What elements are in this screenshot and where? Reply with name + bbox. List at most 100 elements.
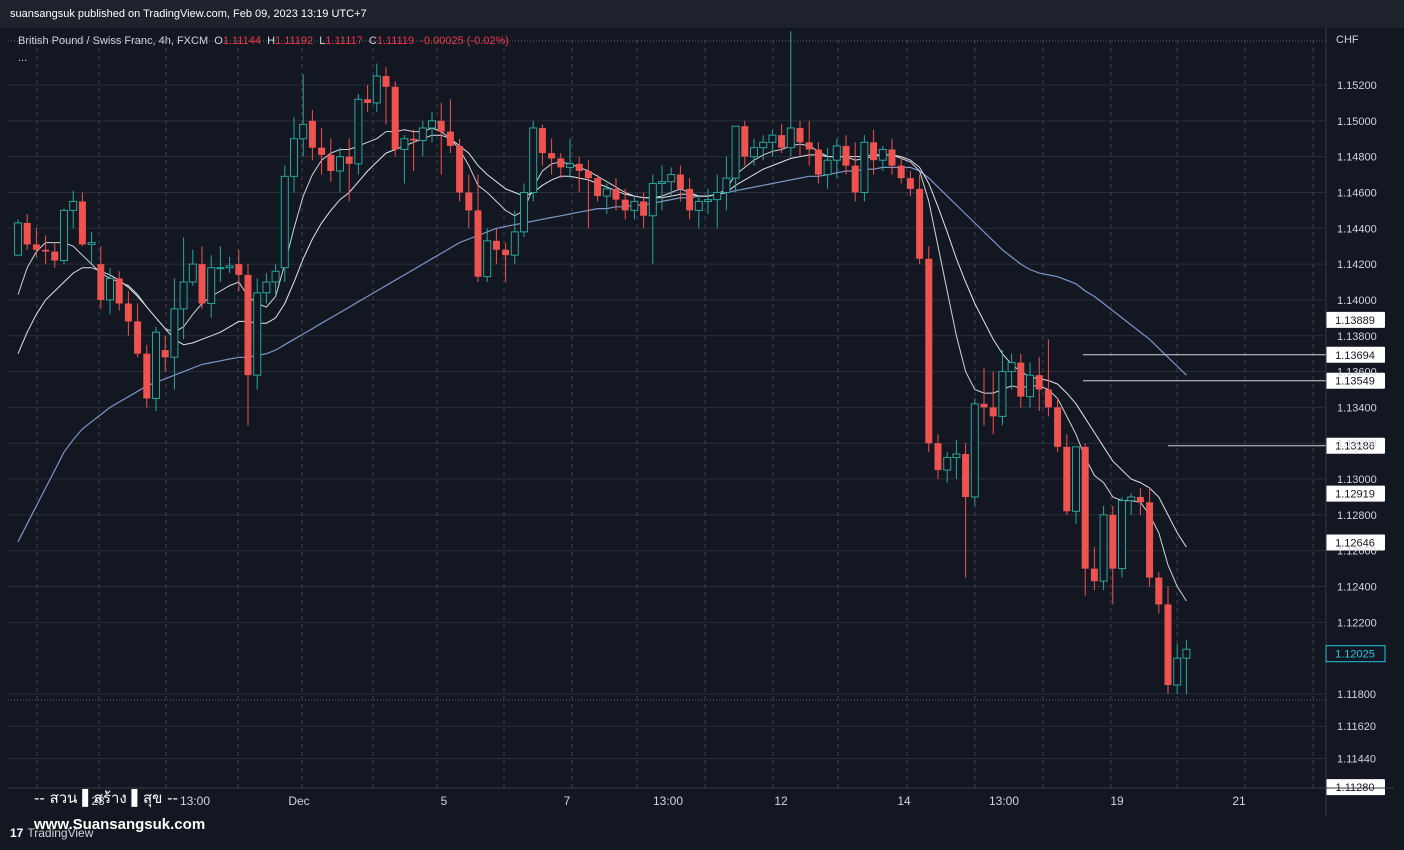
time-tick-label: 13:00 (653, 794, 683, 808)
candle-body-up (759, 141, 768, 149)
ma-mid-line (17, 134, 1187, 548)
candle-body-down (906, 178, 914, 189)
price-axis[interactable]: 1.15200 1.15000 1.14800 1.14600 1.14400 1.142… (1325, 28, 1386, 816)
candle-body-up (713, 191, 722, 201)
candle-body-down (1063, 446, 1071, 512)
candle-body-down (925, 258, 933, 444)
level-price-box[interactable] (1326, 311, 1385, 328)
candle-body-down (575, 163, 583, 171)
candle-body-up (106, 277, 114, 301)
candle-body-up (529, 127, 538, 193)
horizontal-levels[interactable]: 1.13889 1.13694 1.13549 1.13186 1.12919 1.126… (1083, 311, 1385, 796)
legend-more-button[interactable]: ... (18, 52, 28, 64)
candle-body-down (1164, 604, 1172, 686)
level-price-box[interactable] (1326, 534, 1385, 551)
candle-body-up (428, 120, 436, 129)
candle-body-up (170, 308, 179, 358)
time-tick-label: 28 (91, 794, 105, 808)
candle-body-down (778, 135, 786, 148)
candle-body-down (538, 127, 546, 154)
candle-body-down (1035, 375, 1043, 390)
candle-body-down (916, 188, 924, 259)
candle-body-down (842, 145, 850, 166)
price-tick-label: 1.14000 (1337, 295, 1377, 307)
last-price-box[interactable] (1325, 645, 1386, 663)
candle-body-down (640, 201, 648, 216)
candle-body-down (1081, 446, 1089, 569)
candle-body-down (502, 249, 510, 256)
candle-body-up (253, 292, 262, 376)
candle-body-up (207, 267, 216, 305)
price-tick-label: 1.11440 (1337, 753, 1376, 765)
time-axis[interactable]: 28 13:00 Dec 5 7 13:00 12 14 13:00 19 21 (8, 787, 1394, 808)
close-value: 1.11119 (376, 35, 415, 47)
open-label: O (214, 35, 223, 47)
candle-body-down (391, 86, 399, 150)
candle-body-up (731, 125, 740, 179)
candle-body-down (318, 147, 326, 155)
candle-body-down (557, 158, 565, 168)
watermark-slogan: -- สวน ▌สร้าง ▌สุข -- (34, 789, 178, 807)
candle-body-up (280, 175, 289, 269)
price-tick-label: 1.11800 (1337, 689, 1376, 701)
candle-body-up (290, 138, 298, 177)
candle-body-up (216, 267, 225, 270)
candle-body-up (152, 331, 160, 399)
candle-body-down (814, 149, 822, 175)
level-price-box[interactable] (1326, 437, 1385, 454)
candle-body-up (878, 148, 887, 161)
change-value: -0.00025 (-0.02%) (420, 35, 509, 47)
candle-body-down (870, 142, 878, 161)
time-tick-label: 12 (774, 794, 788, 808)
candle-body-down (686, 188, 694, 211)
candle-body-up (60, 209, 68, 262)
level-price-box[interactable] (1326, 346, 1385, 363)
symbol-legend[interactable]: British Pound / Swiss Franc, 4h, FXCM O 1… (18, 35, 509, 47)
price-tick-label: 1.12800 (1337, 510, 1377, 522)
price-tick-label: 1.14600 (1337, 187, 1377, 199)
candle-body-up (1026, 374, 1034, 398)
candle-body-up (69, 200, 78, 211)
price-tick-label: 1.13800 (1337, 331, 1377, 343)
symbol-name: British Pound / Swiss Franc, 4h, FXCM (18, 35, 209, 47)
time-tick-label: 5 (441, 794, 448, 808)
grid-lines (8, 40, 1326, 788)
candle-body-down (364, 99, 372, 103)
time-tick-label: 7 (564, 794, 571, 808)
tradingview-logo-text: TradingView (27, 826, 94, 840)
candle-body-down (621, 199, 629, 211)
candle-body-down (851, 165, 859, 193)
candle-body-up (188, 263, 197, 283)
candle-body-down (1155, 577, 1163, 605)
level-price-box[interactable] (1326, 485, 1385, 502)
level-price-box[interactable] (1326, 372, 1385, 389)
close-label: C (368, 35, 377, 47)
price-tick-label: 1.12400 (1337, 582, 1377, 594)
price-tick-label: 1.15000 (1337, 116, 1377, 128)
time-tick-label: 21 (1232, 794, 1246, 808)
candle-body-down (97, 264, 105, 300)
candle-body-down (548, 153, 556, 159)
candle-body-up (520, 191, 528, 233)
candle-body-up (694, 200, 703, 211)
candle-body-up (179, 281, 188, 310)
candle-body-up (336, 156, 344, 172)
candle-body-up (566, 163, 574, 168)
candle-body-down (42, 249, 50, 252)
candle-body-down (1054, 407, 1062, 447)
level-price-box[interactable] (1326, 779, 1385, 796)
tradingview-logo[interactable]: 17 TradingView (10, 826, 93, 840)
candle-body-down (465, 192, 473, 211)
candle-body-up (1099, 514, 1108, 582)
candle-body-down (962, 453, 970, 497)
candle-body-up (602, 188, 611, 197)
candle-body-down (594, 178, 602, 197)
chart-frame[interactable] (8, 28, 1394, 816)
price-tick-label: 1.14800 (1337, 152, 1377, 164)
candle-body-down (327, 154, 335, 171)
candle-body-up (400, 138, 409, 150)
candle-body-up (722, 177, 731, 193)
candle-body-down (410, 138, 418, 141)
candle-body-up (1173, 657, 1182, 686)
